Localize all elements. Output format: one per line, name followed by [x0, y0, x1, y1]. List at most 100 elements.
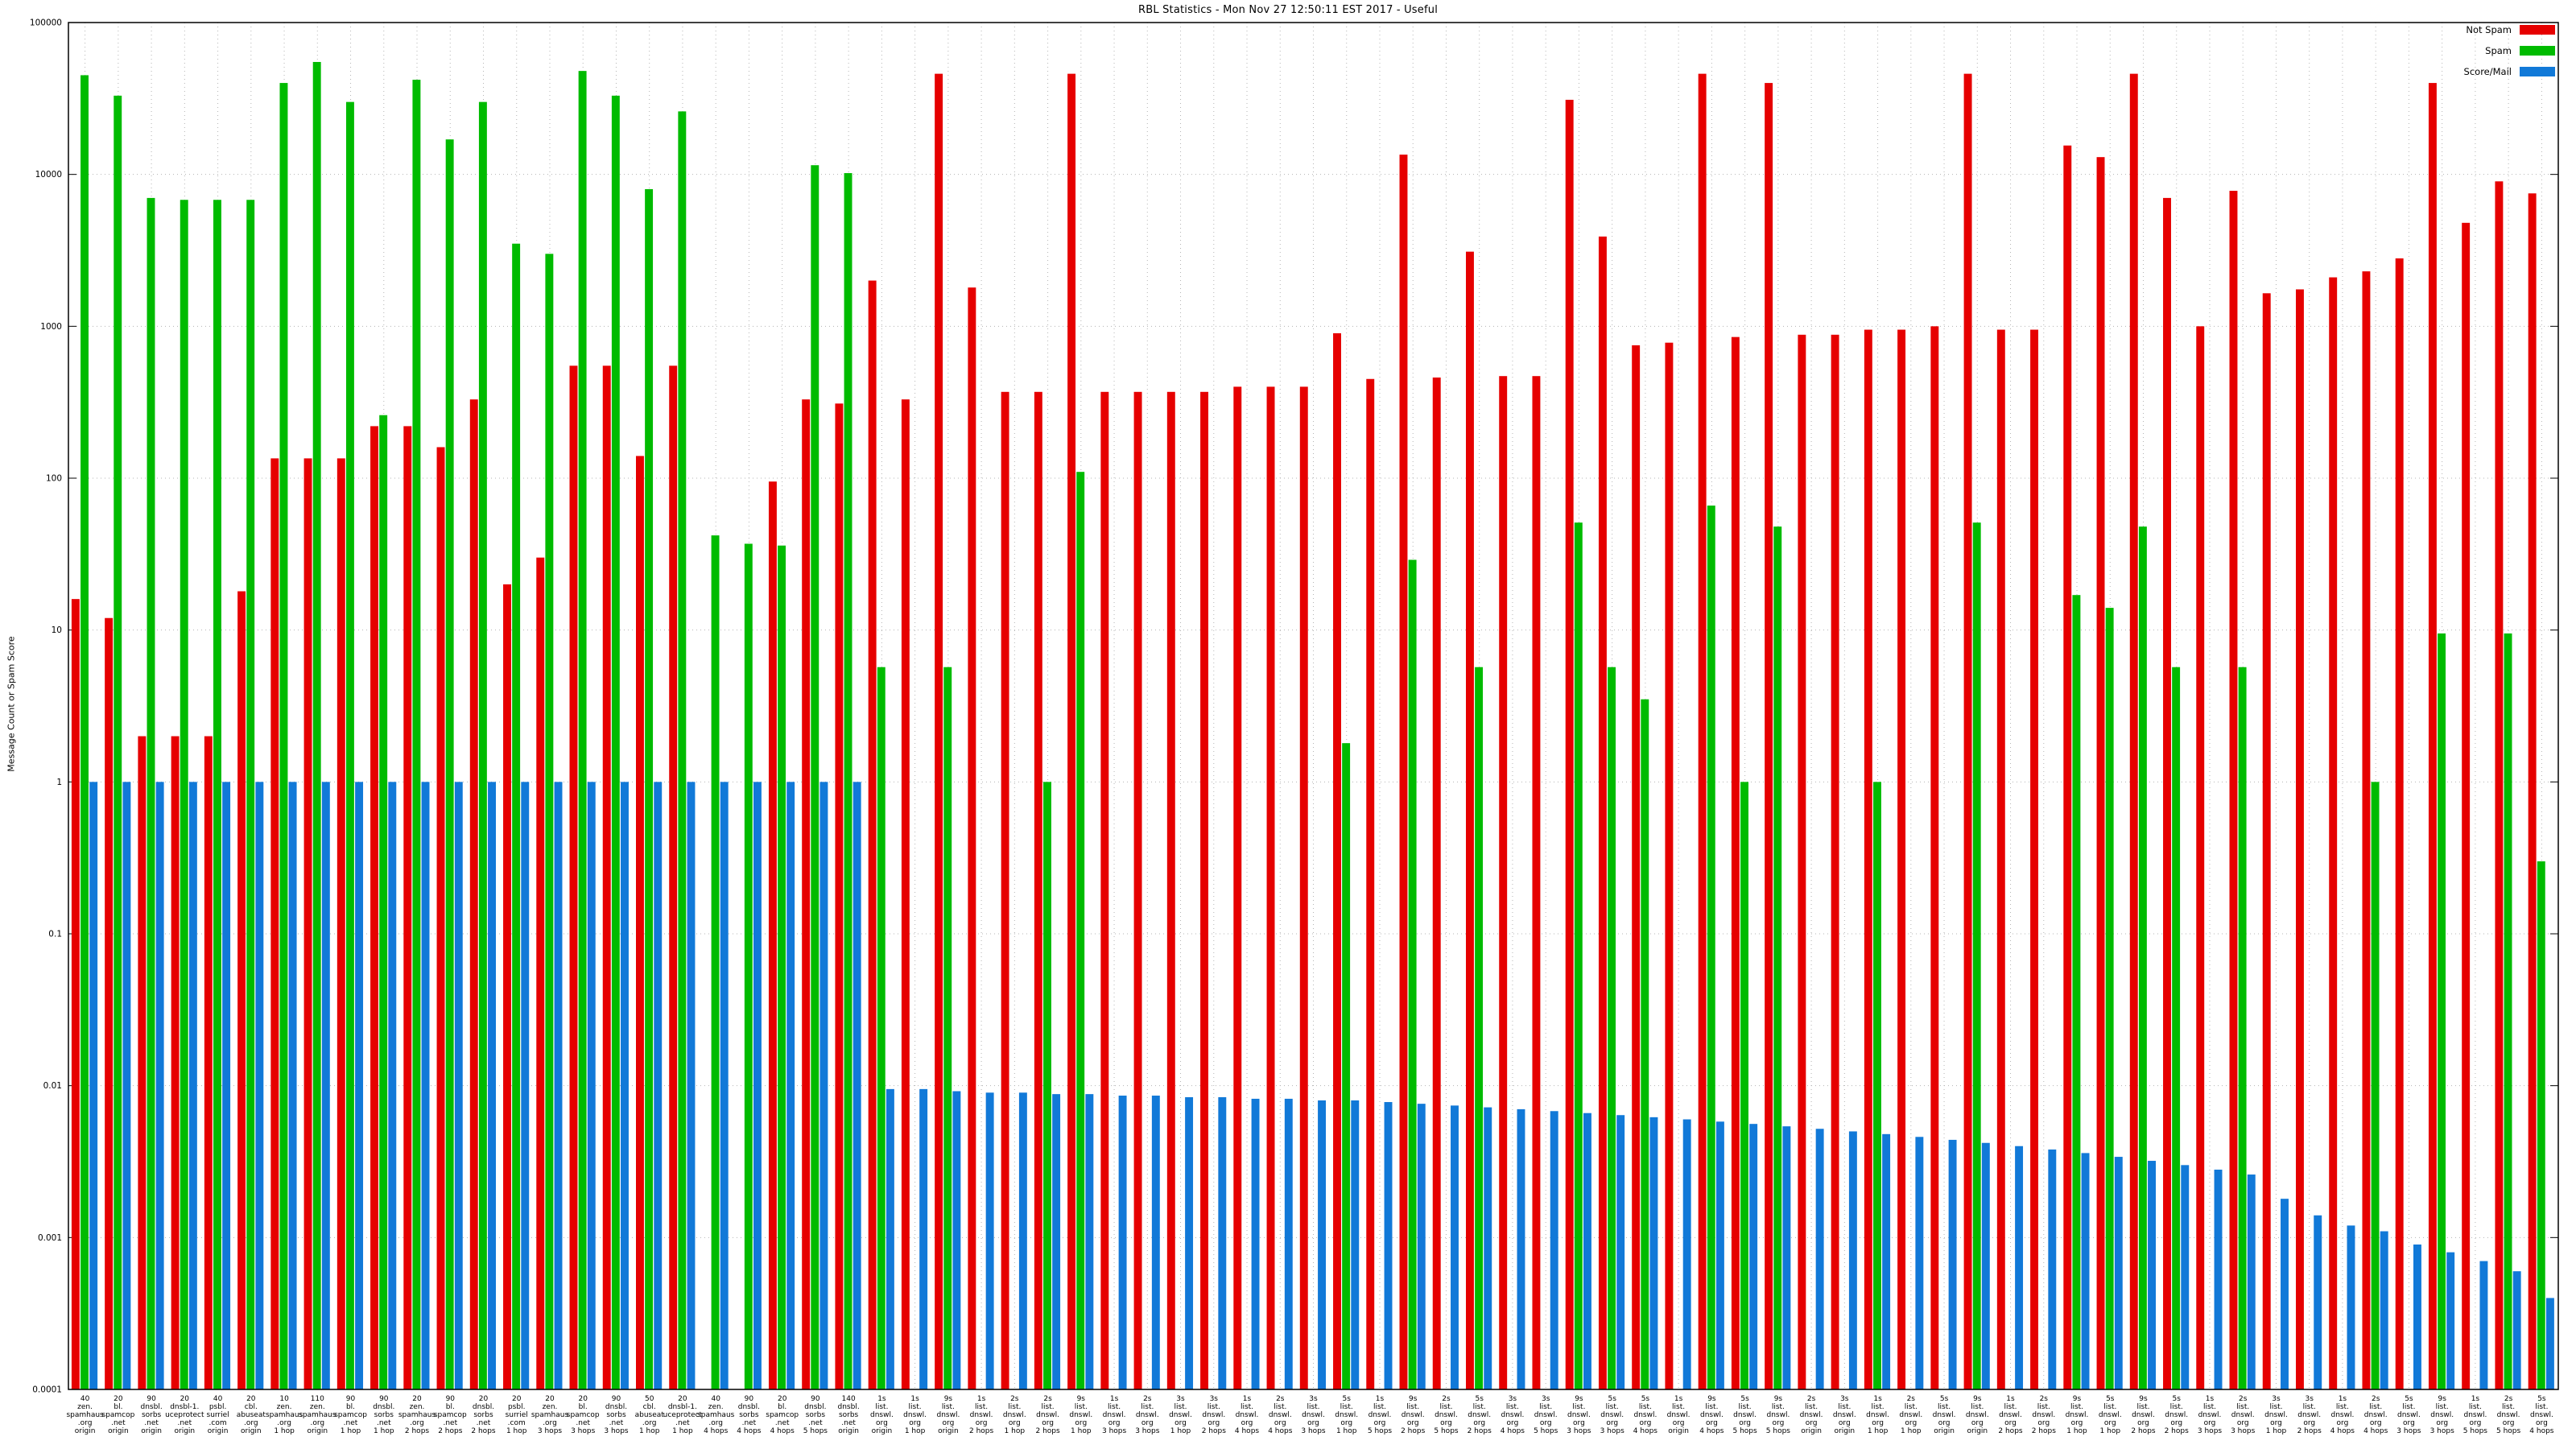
- x-tick-label: .org: [310, 1419, 324, 1427]
- x-tick-label: dnswl.: [2530, 1411, 2553, 1419]
- x-tick-label: 20: [246, 1395, 256, 1403]
- x-tick-label: .net: [477, 1419, 491, 1427]
- x-tick-label: list.: [875, 1403, 888, 1411]
- x-tick-label: dnswl.: [1999, 1411, 2022, 1419]
- x-tick-label: sorbs: [374, 1411, 394, 1419]
- x-tick-label: org: [1806, 1419, 1818, 1427]
- bar-not-spam: [1731, 336, 1740, 1389]
- x-tick-label: 9s: [1774, 1395, 1783, 1403]
- x-tick-label: 1s: [1674, 1395, 1683, 1403]
- x-tick-label: 2 hops: [1401, 1427, 1426, 1435]
- x-tick-label: origin: [108, 1427, 129, 1435]
- x-tick-label: 3 hops: [2231, 1427, 2256, 1435]
- bar-not-spam: [2329, 277, 2338, 1389]
- bar-score-mail: [1682, 1119, 1691, 1389]
- x-tick-label: 2 hops: [2032, 1427, 2057, 1435]
- chart-title: RBL Statistics - Mon Nov 27 12:50:11 EST…: [1137, 4, 1439, 16]
- bar-score-mail: [1417, 1104, 1426, 1389]
- x-tick-label: .net: [742, 1419, 757, 1427]
- bar-not-spam: [1034, 391, 1042, 1389]
- x-tick-label: 3 hops: [1600, 1427, 1625, 1435]
- x-tick-label: org: [1407, 1419, 1419, 1427]
- x-tick-label: org: [2204, 1419, 2216, 1427]
- bar-score-mail: [155, 782, 164, 1389]
- x-tick-label: 4 hops: [1268, 1427, 1293, 1435]
- x-tick-label: 2s: [1143, 1395, 1152, 1403]
- x-tick-label: .net: [377, 1419, 391, 1427]
- bar-spam: [1076, 472, 1085, 1390]
- x-tick-label: origin: [307, 1427, 328, 1435]
- bar-not-spam: [2428, 83, 2437, 1390]
- x-tick-label: list.: [1838, 1403, 1851, 1411]
- bar-not-spam: [370, 426, 379, 1389]
- x-tick-label: dnsbl-1.: [170, 1403, 199, 1411]
- bar-score-mail: [2413, 1244, 2421, 1389]
- x-tick-label: 2s: [2372, 1395, 2380, 1403]
- bar-score-mail: [188, 782, 197, 1389]
- x-tick-label: zen.: [277, 1403, 292, 1411]
- y-axis-title: Message Count or Spam Score: [6, 636, 17, 772]
- x-tick-label: dnsbl.: [373, 1403, 394, 1411]
- bar-not-spam: [2528, 193, 2537, 1390]
- x-tick-label: origin: [838, 1427, 859, 1435]
- x-tick-label: dnswl.: [870, 1411, 894, 1419]
- x-tick-label: dnswl.: [1866, 1411, 1889, 1419]
- x-tick-label: 9s: [2438, 1395, 2446, 1403]
- bar-not-spam: [270, 458, 279, 1390]
- bar-not-spam: [71, 599, 80, 1389]
- bar-not-spam: [2362, 271, 2371, 1390]
- x-tick-label: org: [1141, 1419, 1154, 1427]
- x-tick-label: psbl.: [508, 1403, 525, 1411]
- x-tick-label: 1 hop: [672, 1427, 693, 1435]
- bar-score-mail: [1715, 1121, 1724, 1389]
- bar-score-mail: [2545, 1298, 2554, 1389]
- x-tick-label: .net: [841, 1419, 856, 1427]
- x-tick-label: list.: [1539, 1403, 1552, 1411]
- x-tick-label: 9s: [2139, 1395, 2148, 1403]
- bar-score-mail: [1218, 1096, 1227, 1389]
- x-tick-label: 2s: [2040, 1395, 2049, 1403]
- x-tick-label: dnswl.: [2463, 1411, 2487, 1419]
- x-tick-label: org: [2071, 1419, 2083, 1427]
- x-tick-label: org: [2403, 1419, 2415, 1427]
- x-tick-label: list.: [2502, 1403, 2515, 1411]
- x-tick-label: 4 hops: [2529, 1427, 2554, 1435]
- x-tick-label: .net: [111, 1419, 126, 1427]
- bar-spam: [744, 543, 753, 1389]
- bar-not-spam: [968, 287, 976, 1389]
- x-tick-label: org: [1971, 1419, 1984, 1427]
- x-tick-label: bl.: [346, 1403, 355, 1411]
- bar-not-spam: [2395, 258, 2404, 1390]
- bar-not-spam: [2063, 145, 2072, 1389]
- x-tick-label: 4 hops: [1235, 1427, 1260, 1435]
- x-tick-label: 2s: [1442, 1395, 1451, 1403]
- x-tick-label: 5s: [2172, 1395, 2181, 1403]
- legend-swatch-not-spam: [2520, 25, 2555, 35]
- x-tick-label: spamhaus: [531, 1411, 569, 1419]
- x-tick-label: list.: [1042, 1403, 1055, 1411]
- x-tick-label: 40: [80, 1395, 90, 1403]
- x-tick-label: org: [2470, 1419, 2482, 1427]
- x-tick-label: list.: [2469, 1403, 2482, 1411]
- bar-score-mail: [1649, 1117, 1658, 1389]
- x-tick-label: org: [1739, 1419, 1751, 1427]
- x-tick-label: list.: [2170, 1403, 2183, 1411]
- x-tick-label: dnswl.: [1700, 1411, 1724, 1419]
- bar-score-mail: [355, 782, 364, 1389]
- bar-not-spam: [768, 481, 777, 1390]
- x-tick-label: org: [1872, 1419, 1884, 1427]
- x-tick-label: 5 hops: [1368, 1427, 1393, 1435]
- x-tick-label: 110: [311, 1395, 324, 1403]
- x-tick-label: dnswl.: [2330, 1411, 2354, 1419]
- bar-not-spam: [1632, 345, 1641, 1389]
- x-tick-label: 20: [778, 1395, 787, 1403]
- x-tick-label: dnswl.: [1269, 1411, 1292, 1419]
- x-tick-label: 5s: [1475, 1395, 1484, 1403]
- x-tick-label: list.: [1174, 1403, 1187, 1411]
- bar-score-mail: [2380, 1231, 2388, 1389]
- x-tick-label: dnswl.: [1202, 1411, 1225, 1419]
- x-tick-label: 20: [578, 1395, 588, 1403]
- x-tick-label: 1 hop: [374, 1427, 394, 1435]
